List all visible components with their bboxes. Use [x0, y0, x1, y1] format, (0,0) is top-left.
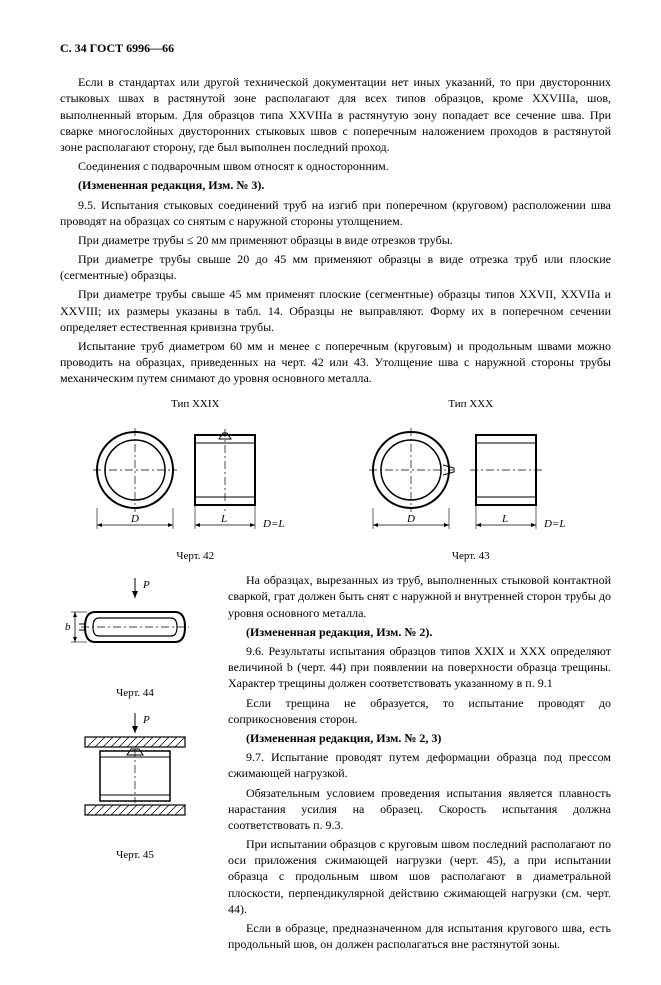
- figure-43: Тип XXX D: [356, 397, 586, 565]
- paragraph: Соединения с подварочным швом относят к …: [60, 158, 611, 174]
- paragraph: При диаметре трубы ≤ 20 мм применяют обр…: [60, 232, 611, 248]
- paragraph: Если в образце, предназначенном для испы…: [228, 920, 611, 952]
- figure-43-title: Тип XXX: [356, 397, 586, 412]
- paragraph: 9.5. Испытания стыковых соединений труб …: [60, 197, 611, 229]
- svg-text:P: P: [142, 714, 150, 726]
- figure-43-caption: Черт. 43: [356, 549, 586, 564]
- figure-44-svg: P b: [65, 572, 205, 682]
- paragraph: 9.6. Результаты испытания образцов типов…: [228, 643, 611, 692]
- page-header: С. 34 ГОСТ 6996—66: [60, 40, 611, 56]
- lower-text-column: На образцах, вырезанных из труб, выполне…: [228, 572, 611, 955]
- paragraph: При испытании образцов с круговым швом п…: [228, 836, 611, 917]
- revision-note: (Измененная редакция, Изм. № 3).: [60, 177, 611, 193]
- figure-45-svg: P: [65, 709, 205, 844]
- lower-section: P b Черт. 44 P: [60, 572, 611, 955]
- paragraph: При диаметре трубы свыше 20 до 45 мм при…: [60, 251, 611, 283]
- figure-42-svg: D L D=L: [85, 415, 305, 545]
- revision-note: (Измененная редакция, Изм. № 2).: [228, 624, 611, 640]
- figure-42-caption: Черт. 42: [85, 549, 305, 564]
- figure-43-svg: D L D=L: [356, 415, 586, 545]
- paragraph: При диаметре трубы свыше 45 мм применят …: [60, 286, 611, 335]
- dim-L: L: [220, 513, 227, 525]
- svg-text:P: P: [142, 579, 150, 591]
- dim-DL: D=L: [262, 518, 284, 530]
- figure-42-title: Тип XXIX: [85, 397, 305, 412]
- figure-44-caption: Черт. 44: [60, 686, 210, 701]
- paragraph: Обязательным условием проведения испытан…: [228, 785, 611, 834]
- figures-row-top: Тип XXIX D: [60, 397, 611, 565]
- paragraph: Если трещина не образуется, то испытание…: [228, 695, 611, 727]
- paragraph: На образцах, вырезанных из труб, выполне…: [228, 572, 611, 621]
- figure-45-caption: Черт. 45: [60, 848, 210, 863]
- svg-text:D: D: [406, 513, 415, 525]
- svg-text:b: b: [65, 621, 71, 633]
- figure-42: Тип XXIX D: [85, 397, 305, 565]
- dim-D: D: [130, 513, 139, 525]
- paragraph: 9.7. Испытание проводят путем деформации…: [228, 749, 611, 781]
- revision-note: (Измененная редакция, Изм. № 2, 3): [228, 730, 611, 746]
- svg-text:L: L: [501, 513, 508, 525]
- svg-text:D=L: D=L: [543, 518, 565, 530]
- paragraph: Испытание труб диаметром 60 мм и менее с…: [60, 338, 611, 387]
- paragraph: Если в стандартах или другой технической…: [60, 74, 611, 155]
